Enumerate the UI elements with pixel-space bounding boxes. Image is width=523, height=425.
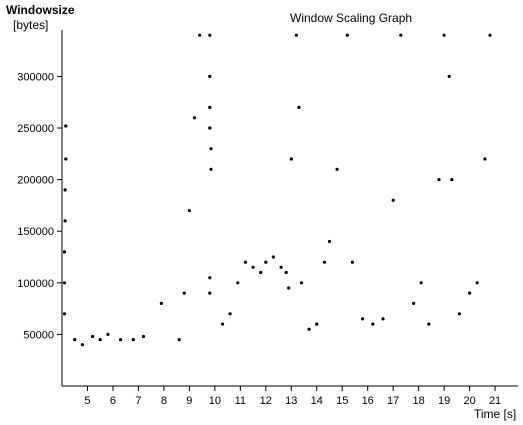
x-tick-label: 16 [362, 395, 374, 407]
x-tick-label: 21 [489, 395, 501, 407]
data-point [80, 343, 84, 347]
data-point [371, 322, 375, 326]
x-tick-label: 18 [413, 395, 425, 407]
data-point [177, 338, 181, 342]
data-point [64, 157, 68, 161]
data-point [289, 157, 293, 161]
data-point [345, 33, 349, 37]
axis-ticks: 5 6 7 8 9 10 11 12 13 14 15 16 17 18 19 20 21 50000 100000… [17, 71, 501, 407]
data-point [307, 327, 311, 331]
data-point [192, 116, 197, 120]
x-tick-label: 10 [209, 395, 221, 407]
x-tick-label: 8 [161, 395, 167, 407]
data-point [297, 105, 301, 109]
data-point [62, 281, 67, 285]
data-point [236, 281, 240, 285]
data-point [131, 338, 135, 342]
x-tick-label: 17 [387, 395, 399, 407]
x-tick-label: 5 [84, 395, 90, 407]
data-point [447, 74, 451, 78]
data-point [322, 260, 326, 264]
data-point [264, 260, 268, 264]
x-tick-label: 14 [311, 395, 323, 407]
data-point [412, 301, 416, 305]
data-point [287, 286, 291, 290]
data-point [391, 198, 395, 202]
x-tick-label: 6 [110, 395, 116, 407]
data-point [62, 250, 67, 254]
data-point [299, 281, 304, 285]
y-tick-label: 150000 [17, 226, 54, 238]
data-points [62, 33, 492, 347]
data-point [182, 291, 186, 295]
data-point [350, 260, 354, 264]
data-point [427, 322, 431, 326]
data-point [64, 124, 68, 128]
data-point [259, 270, 263, 275]
data-point [279, 265, 283, 269]
data-point [91, 334, 95, 339]
data-point [208, 33, 212, 37]
data-point [62, 312, 67, 316]
data-point [294, 33, 298, 37]
y-axis-label-line-2: [bytes] [13, 18, 48, 32]
y-axis-label-line-1: Windowsize [6, 3, 75, 17]
data-point [63, 188, 67, 192]
data-point [209, 147, 213, 151]
data-point [198, 33, 202, 37]
axes [61, 30, 518, 387]
data-point [419, 281, 423, 285]
x-tick-label: 11 [235, 395, 246, 407]
data-point [399, 33, 403, 37]
data-point [106, 332, 110, 336]
x-tick-label: 7 [135, 395, 141, 407]
x-tick-label: 15 [336, 395, 348, 407]
x-tick-label: 20 [463, 395, 475, 407]
data-point [315, 322, 319, 326]
data-point [208, 105, 212, 109]
data-point [381, 317, 385, 321]
data-point [243, 260, 247, 264]
x-tick-label: 9 [186, 395, 192, 407]
data-point [208, 276, 212, 280]
chart-title: Window Scaling Graph [290, 11, 412, 25]
y-tick-label: 100000 [17, 278, 54, 290]
data-point [442, 33, 446, 37]
data-point [119, 338, 123, 342]
y-tick-label: 200000 [17, 175, 54, 187]
y-tick-label: 50000 [23, 329, 54, 341]
data-point [141, 334, 146, 339]
data-point [284, 270, 288, 275]
x-tick-label: 12 [260, 395, 272, 407]
data-point [208, 291, 212, 295]
data-point [187, 209, 191, 213]
data-point [468, 291, 472, 295]
data-point [220, 322, 225, 326]
data-point [159, 301, 163, 305]
data-point [450, 178, 454, 182]
y-tick-label: 250000 [17, 123, 54, 135]
data-point [63, 219, 67, 223]
data-point [335, 167, 339, 171]
x-tick-label: 13 [285, 395, 297, 407]
data-point [208, 126, 212, 130]
data-point [327, 239, 332, 244]
data-point [475, 281, 479, 285]
data-point [361, 317, 365, 321]
x-tick-label: 19 [438, 395, 450, 407]
data-point [457, 312, 461, 316]
data-point [73, 338, 77, 342]
data-point [98, 338, 102, 342]
data-point [228, 312, 232, 316]
data-point [483, 157, 487, 161]
y-tick-label: 300000 [17, 71, 54, 83]
data-point [251, 265, 255, 269]
data-point [271, 255, 275, 259]
data-point [208, 74, 212, 78]
data-point [488, 33, 492, 37]
data-point [209, 167, 213, 171]
data-point [437, 178, 441, 182]
x-axis-label: Time [s] [474, 407, 516, 421]
